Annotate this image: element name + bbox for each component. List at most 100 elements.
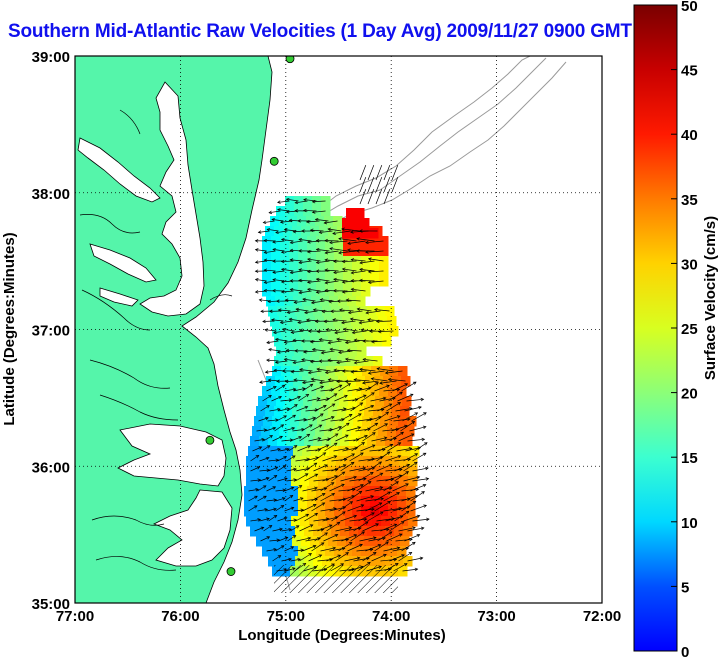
velocity-arrow <box>267 419 279 422</box>
velocity-arrowhead <box>321 502 326 506</box>
velocity-arrow <box>407 557 423 562</box>
velocity-arrowhead <box>342 464 347 468</box>
velocity-arrowhead <box>294 209 298 213</box>
velocity-arrowhead <box>375 319 380 324</box>
velocity-arrow <box>367 511 384 522</box>
velocity-arrowhead <box>277 407 281 412</box>
velocity-cell <box>321 196 331 207</box>
velocity-cell <box>361 236 371 247</box>
velocity-arrow <box>371 528 389 532</box>
velocity-arrowhead <box>275 299 280 303</box>
velocity-arrow <box>393 563 408 572</box>
velocity-arrow <box>289 318 302 322</box>
velocity-arrow <box>328 228 342 232</box>
velocity-arrowhead <box>351 330 356 335</box>
velocity-cell <box>379 276 389 287</box>
velocity-cell <box>319 336 329 347</box>
velocity-arrowhead <box>425 466 429 471</box>
velocity-arrowhead <box>290 369 295 374</box>
velocity-arrowhead <box>289 494 294 499</box>
velocity-arrowhead <box>365 240 369 245</box>
velocity-arrowhead <box>354 446 359 451</box>
velocity-arrowhead <box>336 521 341 526</box>
velocity-arrowhead <box>334 475 338 479</box>
velocity-arrowhead <box>371 339 375 344</box>
velocity-arrow <box>286 519 297 522</box>
velocity-arrowhead <box>288 527 292 532</box>
velocity-arrow <box>293 509 304 512</box>
velocity-arrow <box>260 536 270 542</box>
velocity-arrowhead <box>256 466 261 470</box>
velocity-arrow <box>388 391 403 402</box>
velocity-cell <box>342 218 352 229</box>
velocity-arrowhead <box>263 280 268 285</box>
velocity-arrowhead <box>314 486 318 491</box>
velocity-arrowhead <box>257 518 262 522</box>
velocity-arrowhead <box>291 455 296 459</box>
velocity-arrowhead <box>367 427 371 431</box>
velocity-arrowhead <box>360 483 364 488</box>
velocity-arrowhead <box>395 481 399 485</box>
velocity-cell <box>371 366 381 377</box>
velocity-arrowhead <box>363 394 367 398</box>
velocity-arrow <box>320 493 335 502</box>
velocity-arrow <box>368 258 384 262</box>
velocity-arrow <box>268 349 281 352</box>
velocity-arrowhead <box>285 348 290 353</box>
velocity-arrow <box>307 398 320 402</box>
velocity-arrow <box>273 330 286 334</box>
velocity-arrowhead <box>340 563 345 567</box>
velocity-arrowhead <box>294 349 298 353</box>
velocity-arrowhead <box>384 423 389 427</box>
velocity-arrow <box>341 407 356 412</box>
velocity-arrowhead <box>379 472 384 476</box>
velocity-arrowhead <box>408 551 413 556</box>
velocity-arrowhead <box>359 267 363 272</box>
velocity-arrowhead <box>367 561 371 566</box>
velocity-arrowhead <box>330 482 335 486</box>
velocity-arrow <box>411 412 427 422</box>
velocity-arrowhead <box>371 512 375 516</box>
velocity-arrow <box>324 442 338 452</box>
velocity-arrow <box>286 468 297 472</box>
velocity-arrowhead <box>290 330 295 334</box>
velocity-arrowhead <box>353 534 358 538</box>
velocity-arrow <box>302 545 317 552</box>
velocity-arrow <box>316 368 331 372</box>
velocity-arrowhead <box>322 452 327 456</box>
velocity-arrowhead <box>324 532 328 536</box>
velocity-arrow <box>342 268 357 272</box>
velocity-cell <box>376 306 386 317</box>
velocity-arrow <box>340 453 355 462</box>
velocity-arrow <box>377 531 393 542</box>
velocity-arrow <box>275 230 288 234</box>
velocity-arrowhead <box>393 523 398 527</box>
velocity-arrowhead <box>319 298 324 302</box>
velocity-cell <box>337 356 347 367</box>
velocity-arrow <box>250 455 259 462</box>
velocity-arrow <box>350 402 363 412</box>
velocity-arrowhead <box>404 383 409 387</box>
velocity-arrowhead <box>365 310 370 315</box>
velocity-cell <box>380 366 390 377</box>
velocity-cell <box>271 286 281 297</box>
velocity-arrowhead <box>290 486 295 490</box>
velocity-arrow <box>412 467 429 472</box>
velocity-arrowhead <box>265 477 270 481</box>
velocity-arrowhead <box>306 240 311 244</box>
velocity-arrowhead <box>327 227 332 232</box>
velocity-arrowhead <box>359 278 363 283</box>
velocity-arrow <box>302 383 313 392</box>
velocity-cell <box>312 346 322 357</box>
velocity-arrowhead <box>304 473 309 477</box>
radar-site-marker <box>269 156 279 166</box>
velocity-arrowhead <box>356 249 360 253</box>
velocity-arrowhead <box>346 348 351 353</box>
velocity-arrowhead <box>288 218 293 223</box>
velocity-arrowhead <box>311 199 316 204</box>
velocity-cell <box>325 236 335 247</box>
velocity-arrowhead <box>403 563 408 567</box>
velocity-arrow <box>290 289 303 292</box>
velocity-arrowhead <box>281 369 286 373</box>
velocity-arrow <box>337 422 350 432</box>
